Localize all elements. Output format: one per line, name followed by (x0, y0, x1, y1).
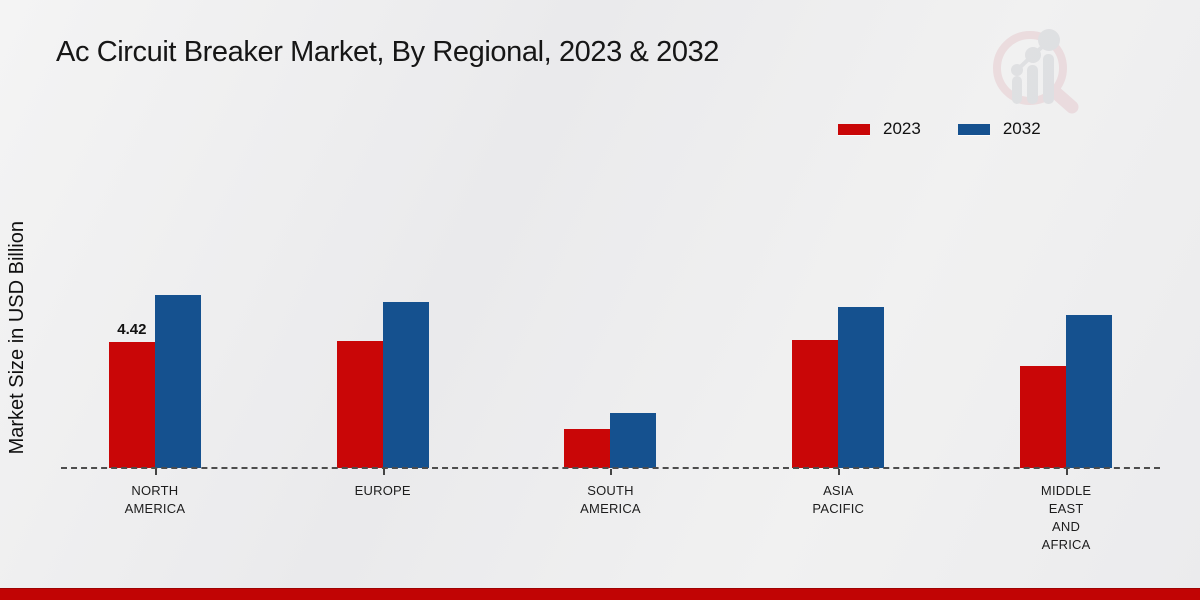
bar-value-label-2023-north-america: 4.42 (117, 321, 147, 338)
bar-group-middle-east-and-africa (952, 160, 1180, 468)
legend: 2023 2032 (838, 119, 1041, 139)
plot-area: 4.42 (41, 160, 1180, 468)
chart-title: Ac Circuit Breaker Market, By Regional, … (56, 36, 720, 68)
legend-swatch-2023 (838, 123, 870, 135)
bar-2023-north-america: 4.42 (108, 321, 155, 468)
legend-item-2023: 2023 (838, 119, 921, 139)
footer-red-strip (0, 588, 1200, 600)
x-axis-baseline (61, 467, 1160, 469)
y-axis-title: Market Size in USD Billion (2, 168, 32, 508)
bar-2032-europe (382, 302, 429, 468)
bar-group-south-america (497, 160, 725, 468)
x-label-asia-pacific: ASIA PACIFIC (724, 469, 952, 554)
x-tick-europe (382, 469, 385, 475)
bar-2032-south-america (610, 413, 657, 468)
x-axis-labels: NORTH AMERICA EUROPE SOUTH AMERICA ASIA PACIFI… (41, 469, 1180, 554)
bar-2023-south-america (564, 429, 611, 468)
bar-2032-asia-pacific (838, 307, 885, 468)
bar-2032-middle-east-and-africa (1066, 315, 1113, 468)
legend-label-2032: 2032 (1002, 119, 1041, 138)
x-label-middle-east-and-africa: MIDDLE EAST AND AFRICA (952, 469, 1180, 554)
bar-group-europe (269, 160, 497, 468)
y-axis-title-text: Market Size in USD Billion (5, 221, 28, 455)
x-tick-north-america (154, 469, 157, 475)
bar-group-asia-pacific (724, 160, 952, 468)
x-label-north-america: NORTH AMERICA (41, 469, 269, 554)
x-label-europe: EUROPE (269, 469, 497, 554)
bar-2023-middle-east-and-africa (1020, 366, 1067, 468)
bar-2023-europe (336, 341, 383, 468)
legend-swatch-2032 (957, 123, 990, 135)
bar-2032-north-america (154, 295, 201, 468)
x-tick-asia-pacific (838, 469, 841, 475)
x-label-south-america: SOUTH AMERICA (497, 469, 725, 554)
legend-label-2023: 2023 (883, 119, 921, 138)
market-research-logo-watermark (993, 29, 1079, 114)
bar-2023-asia-pacific (792, 340, 839, 468)
bar-group-north-america: 4.42 (41, 160, 269, 468)
legend-item-2032: 2032 (957, 119, 1041, 139)
x-tick-south-america (610, 469, 613, 475)
x-tick-middle-east-and-africa (1066, 469, 1069, 475)
